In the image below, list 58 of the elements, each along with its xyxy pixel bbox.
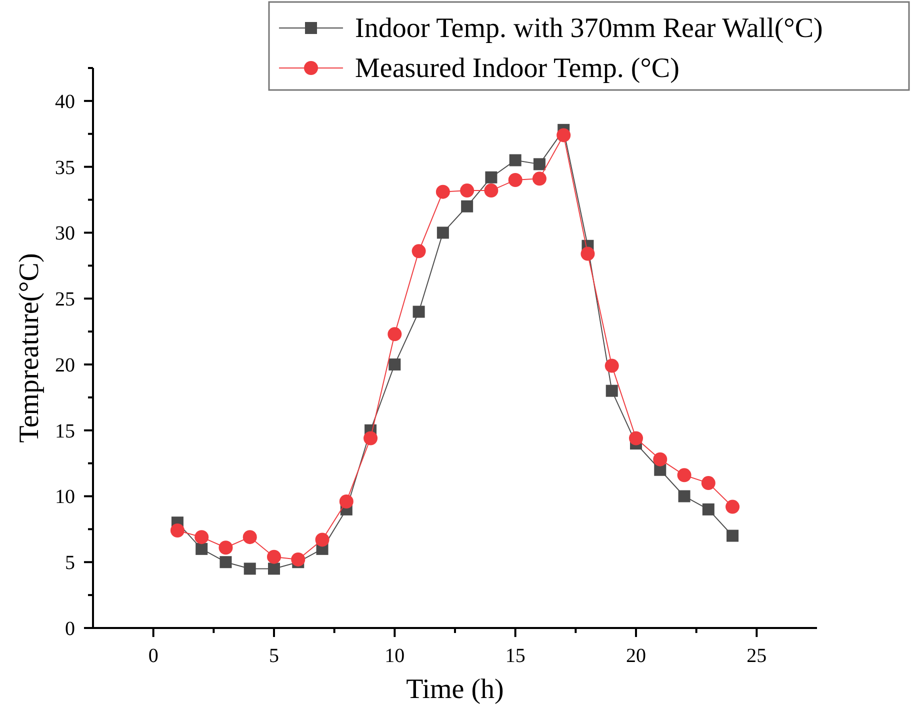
point <box>218 540 233 555</box>
point <box>267 550 281 564</box>
point <box>726 500 740 514</box>
point <box>194 530 209 544</box>
y-tick-label: 5 <box>65 552 75 574</box>
y-tick-label: 0 <box>65 618 75 640</box>
y-tick-label: 25 <box>55 288 75 311</box>
x-axis-title: Time (h) <box>406 674 504 705</box>
point <box>196 542 208 555</box>
x-tick-label: 15 <box>505 645 526 667</box>
point <box>291 552 306 566</box>
x-tick-label: 10 <box>384 645 405 667</box>
point <box>653 452 668 466</box>
legend-label: Indoor Temp. with 370mm Rear Wall(°C) <box>355 13 823 44</box>
legend-label: Measured Indoor Temp. (°C) <box>355 53 680 84</box>
point <box>604 358 619 373</box>
point <box>677 468 692 482</box>
point <box>460 184 474 198</box>
point <box>702 503 714 516</box>
point <box>244 562 256 575</box>
point <box>485 171 498 184</box>
y-tick-label: 15 <box>55 420 75 442</box>
x-tick-label: 0 <box>148 645 158 667</box>
point <box>484 184 498 198</box>
x-tick-label: 25 <box>746 645 767 667</box>
point <box>220 556 232 568</box>
point <box>364 431 378 446</box>
y-tick-label: 35 <box>55 156 75 179</box>
x-tick-label: 20 <box>626 645 646 667</box>
point <box>268 562 280 575</box>
point <box>242 530 257 544</box>
point <box>580 246 595 261</box>
point <box>508 173 522 187</box>
point <box>436 226 449 239</box>
point <box>678 490 690 502</box>
point <box>315 532 330 547</box>
point <box>412 306 425 318</box>
point <box>606 384 618 397</box>
y-tick-label: 40 <box>55 90 75 113</box>
y-tick-label: 20 <box>55 354 75 376</box>
point <box>170 523 184 538</box>
y-tick-label: 10 <box>55 486 75 508</box>
x-tick-label: 5 <box>269 645 279 667</box>
point <box>461 200 474 212</box>
point <box>533 158 546 170</box>
y-axis-title: Tempreature(°C) <box>14 253 45 443</box>
point <box>701 476 716 490</box>
point <box>436 184 450 199</box>
point <box>556 128 571 142</box>
point <box>339 494 354 509</box>
y-tick-label: 30 <box>55 222 75 245</box>
point <box>726 530 739 542</box>
point <box>509 154 522 166</box>
point <box>629 431 643 446</box>
point <box>388 327 402 342</box>
point <box>412 244 426 258</box>
point <box>532 172 546 186</box>
point <box>388 358 401 370</box>
